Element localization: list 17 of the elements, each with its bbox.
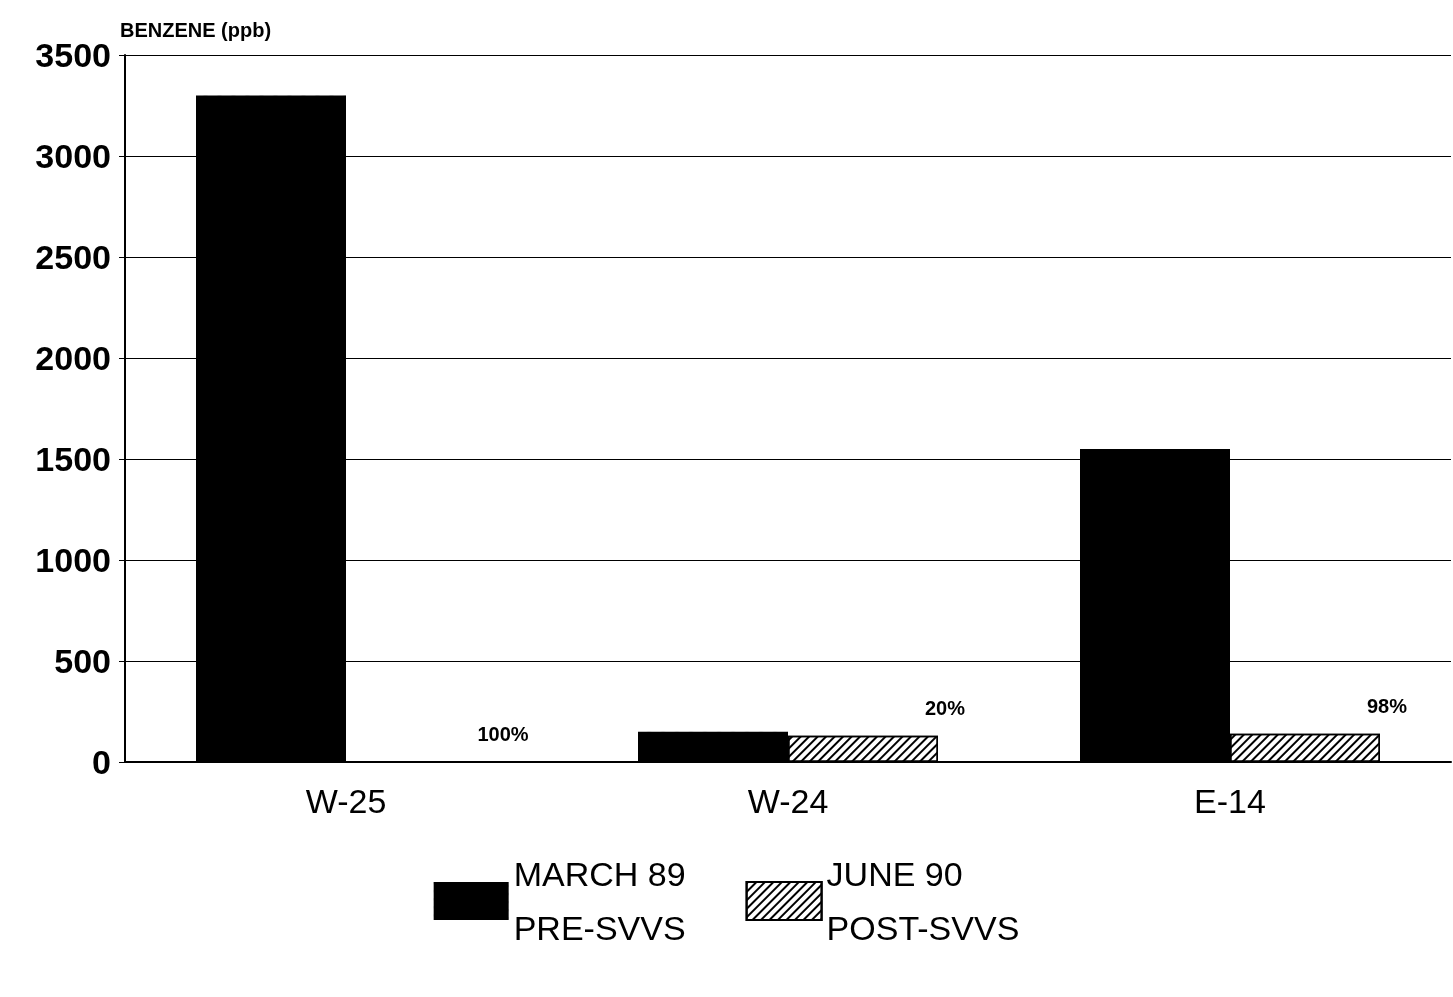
y-tick-label: 2000 — [35, 339, 111, 377]
y-tick-label: 1000 — [35, 541, 111, 579]
y-tick-label: 1500 — [35, 440, 111, 478]
y-tick-label: 0 — [92, 743, 111, 781]
y-tick-label: 500 — [54, 642, 111, 680]
x-tick-label: E-14 — [1194, 782, 1266, 820]
y-tick-label: 3000 — [35, 137, 111, 175]
annotation: 98% — [1366, 694, 1408, 717]
annotation: 20% — [924, 696, 966, 719]
y-axis-title: BENZENE (ppb) — [120, 19, 272, 41]
y-tick-label: 2500 — [35, 238, 111, 276]
legend-label: JUNE 90 POST-SVVS — [826, 855, 1020, 947]
annotation: 100% — [477, 723, 529, 745]
x-tick-label: W-25 — [305, 782, 387, 820]
y-tick-label: 3500 — [35, 36, 111, 74]
x-tick-label: W-24 — [747, 782, 829, 820]
legend-label: MARCH 89 PRE-SVVS — [513, 855, 686, 947]
